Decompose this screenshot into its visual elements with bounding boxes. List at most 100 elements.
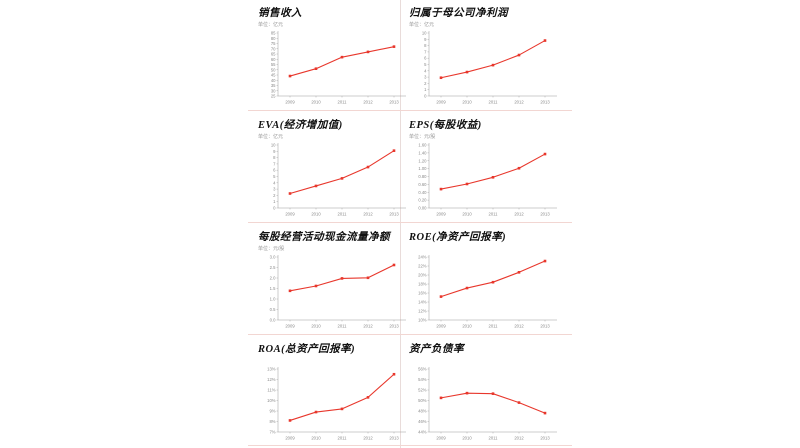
svg-text:2011: 2011 [488, 436, 498, 441]
svg-text:75: 75 [271, 41, 276, 46]
line-chart-eps: 0.00 0.20 0.40 0.60 0.80 1.00 1.20 1.40 1.60 2009… [418, 143, 557, 217]
row-divider-line-3 [248, 334, 572, 335]
svg-text:48%: 48% [418, 409, 427, 414]
svg-text:54%: 54% [418, 377, 427, 382]
chart-unit-label [409, 357, 575, 366]
chart-unit-label: 单位：亿元 [258, 134, 284, 140]
row-divider-line-1 [248, 110, 572, 111]
svg-text:56%: 56% [418, 367, 427, 372]
svg-text:50%: 50% [418, 398, 427, 403]
svg-text:2009: 2009 [285, 212, 295, 217]
svg-text:1.5: 1.5 [270, 286, 276, 291]
svg-text:2013: 2013 [540, 436, 550, 441]
svg-text:2011: 2011 [488, 324, 498, 329]
svg-text:2012: 2012 [514, 212, 524, 217]
svg-text:1: 1 [424, 87, 427, 92]
svg-text:9: 9 [424, 37, 427, 42]
svg-text:6: 6 [273, 168, 276, 173]
chart-cell-eva: EVA(经济增加值) 单位：亿元 0 1 2 3 4 5 6 7 8 9 10 2009 2010 201… [230, 112, 406, 224]
svg-text:7%: 7% [269, 430, 275, 435]
chart-title: EPS(每股收益) [409, 120, 482, 131]
svg-text:2012: 2012 [363, 436, 373, 441]
svg-text:2010: 2010 [462, 324, 472, 329]
svg-text:2012: 2012 [363, 100, 373, 105]
svg-text:2009: 2009 [285, 100, 295, 105]
svg-text:2: 2 [424, 81, 427, 86]
svg-text:3.0: 3.0 [270, 255, 276, 260]
charts-grid: 销售收入 单位：亿元 25 30 35 40 45 50 55 60 65 70 75 80 85 200… [230, 0, 575, 448]
chart-title: 归属于母公司净利润 [409, 8, 508, 19]
column-divider-line [400, 0, 401, 448]
svg-text:55: 55 [271, 62, 276, 67]
chart-title: 销售收入 [258, 8, 302, 19]
svg-text:65: 65 [271, 52, 276, 57]
svg-text:0.60: 0.60 [418, 182, 427, 187]
svg-text:14%: 14% [418, 300, 427, 305]
svg-text:35: 35 [271, 83, 276, 88]
svg-text:2010: 2010 [311, 324, 321, 329]
svg-text:18%: 18% [418, 282, 427, 287]
svg-text:2010: 2010 [462, 436, 472, 441]
svg-text:16%: 16% [418, 291, 427, 296]
svg-text:2011: 2011 [337, 436, 347, 441]
svg-text:2009: 2009 [436, 212, 446, 217]
chart-title: ROE(净资产回报率) [409, 232, 507, 243]
svg-text:9: 9 [273, 149, 276, 154]
svg-text:2009: 2009 [436, 436, 446, 441]
svg-text:2011: 2011 [337, 100, 347, 105]
svg-text:2013: 2013 [540, 324, 550, 329]
chart-cell-net-profit-parent: 归属于母公司净利润 单位：亿元 0 1 2 3 4 5 6 7 8 9 10 2009 2010 2011… [400, 0, 575, 112]
svg-text:2013: 2013 [389, 324, 399, 329]
svg-text:2.0: 2.0 [270, 276, 276, 281]
svg-text:1: 1 [273, 199, 276, 204]
chart-cell-operating-cashflow: 每股经营活动现金流量净额 单位：元/股 0.0 0.5 1.0 1.5 2.0 2.5 3.… [230, 224, 406, 336]
svg-text:2012: 2012 [514, 436, 524, 441]
line-chart-debt-ratio: 44% 46% 48% 50% 52% 54% 56% 2009 2010 2011 2012 201… [418, 367, 557, 441]
svg-text:9%: 9% [269, 409, 275, 414]
svg-text:0.80: 0.80 [418, 174, 427, 179]
svg-text:2011: 2011 [488, 100, 498, 105]
svg-text:2010: 2010 [311, 436, 321, 441]
svg-text:2010: 2010 [311, 100, 321, 105]
svg-text:50: 50 [271, 67, 276, 72]
svg-text:1.40: 1.40 [418, 150, 427, 155]
svg-text:2010: 2010 [311, 212, 321, 217]
svg-text:40: 40 [271, 78, 276, 83]
svg-text:1.60: 1.60 [418, 143, 427, 148]
svg-text:2013: 2013 [389, 100, 399, 105]
svg-text:10: 10 [271, 143, 276, 148]
svg-text:2.5: 2.5 [270, 265, 276, 270]
chart-cell-roe: ROE(净资产回报率) 10% 12% 14% 16% 18% 20% 22% 24% 2009… [400, 224, 575, 336]
svg-text:2013: 2013 [389, 436, 399, 441]
chart-unit-label: 单位：亿元 [409, 22, 435, 28]
svg-text:2009: 2009 [285, 436, 295, 441]
svg-text:0.0: 0.0 [270, 318, 276, 323]
svg-text:12%: 12% [267, 377, 276, 382]
svg-text:8: 8 [424, 43, 427, 48]
svg-text:0.20: 0.20 [418, 198, 427, 203]
svg-text:11%: 11% [267, 388, 275, 393]
svg-text:25: 25 [271, 94, 276, 99]
svg-text:52%: 52% [418, 388, 427, 393]
svg-text:6: 6 [424, 56, 427, 61]
chart-cell-sales-revenue: 销售收入 单位：亿元 25 30 35 40 45 50 55 60 65 70 75 80 85 200… [230, 0, 406, 112]
svg-text:2012: 2012 [514, 100, 524, 105]
svg-text:7: 7 [273, 161, 276, 166]
line-chart-operating-cashflow: 0.0 0.5 1.0 1.5 2.0 2.5 3.0 2009 2010 2011 2012 201… [270, 255, 406, 329]
svg-text:2009: 2009 [285, 324, 295, 329]
svg-text:44%: 44% [418, 430, 427, 435]
svg-text:2011: 2011 [337, 212, 347, 217]
svg-text:2013: 2013 [540, 100, 550, 105]
svg-text:20%: 20% [418, 273, 427, 278]
svg-text:2009: 2009 [436, 100, 446, 105]
svg-text:0: 0 [424, 94, 427, 99]
svg-text:8: 8 [273, 155, 276, 160]
svg-text:45: 45 [271, 73, 276, 78]
svg-text:2: 2 [273, 193, 276, 198]
svg-text:3: 3 [273, 187, 276, 192]
chart-unit-label: 单位：元/股 [409, 134, 436, 140]
svg-text:22%: 22% [418, 264, 427, 269]
svg-text:10%: 10% [267, 398, 276, 403]
